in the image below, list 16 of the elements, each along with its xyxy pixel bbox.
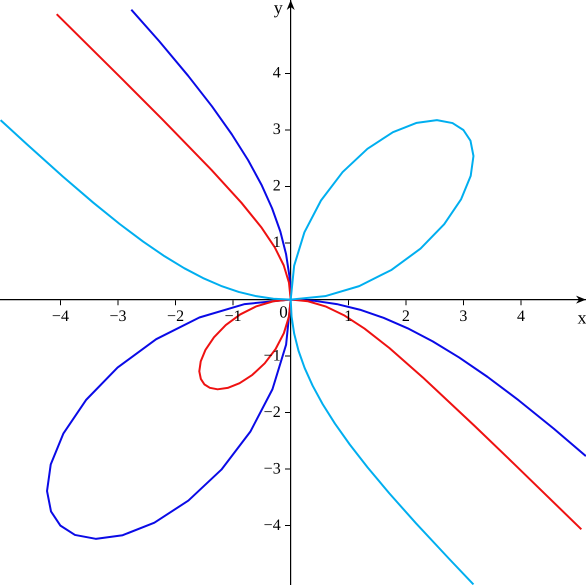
y-tick-label: −4 — [264, 516, 281, 534]
x-tick-label: 4 — [516, 308, 525, 325]
y-tick-label: −3 — [264, 460, 281, 478]
y-tick-label: 2 — [272, 178, 281, 195]
y-tick-label: 1 — [272, 234, 281, 252]
y-tick-label: 4 — [272, 64, 281, 82]
y-tick-label: 3 — [272, 121, 281, 138]
x-tick-label: 2 — [402, 308, 410, 325]
y-axis-title: y — [274, 0, 283, 18]
x-tick-label: −2 — [167, 308, 184, 325]
x-tick-label: −4 — [52, 308, 69, 325]
x-tick-label: −3 — [109, 308, 127, 325]
x-axis-title: x — [578, 307, 586, 328]
x-tick-label: 3 — [459, 308, 468, 325]
y-tick-label: −2 — [264, 404, 281, 421]
x-tick-label: 0 — [279, 302, 288, 322]
